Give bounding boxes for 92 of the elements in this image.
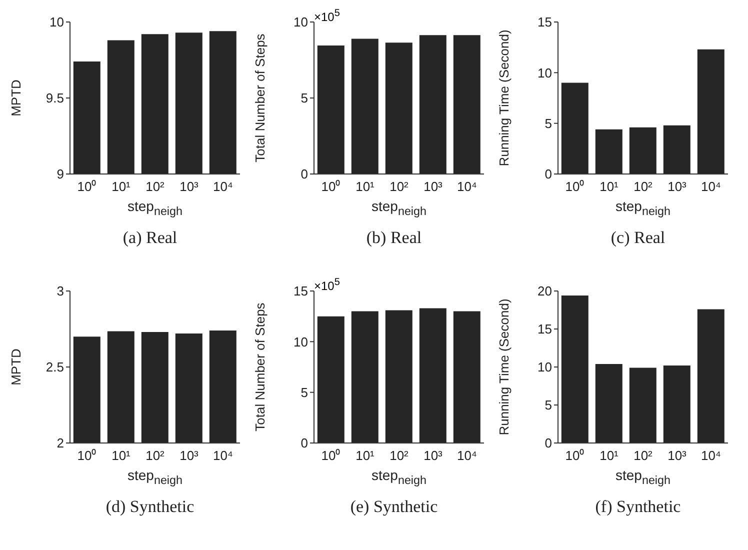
bar — [419, 35, 446, 174]
y-tick-label: 9.5 — [46, 90, 64, 106]
bar — [697, 309, 724, 443]
x-tick-label: 10⁴ — [700, 179, 722, 194]
bar — [385, 310, 412, 443]
annotation: ×10$^{5}$ — [314, 277, 340, 293]
x-tick-label: 10⁴ — [456, 179, 478, 194]
y-tick-label: 9 — [56, 166, 64, 182]
y-axis-title: MPTD — [8, 348, 24, 386]
bar — [629, 127, 656, 174]
x-tick-label: 10² — [146, 448, 166, 464]
x-tick-label: 10³ — [180, 448, 200, 464]
bar — [317, 46, 344, 174]
bar — [663, 365, 690, 443]
text: (e) Synthetic — [349, 496, 439, 517]
x-axis-title: step$_{neigh}$ — [614, 198, 672, 218]
text: (a) Real — [122, 228, 178, 248]
y-tick-label: 15 — [538, 322, 552, 337]
x-tick-label: 10² — [390, 179, 410, 194]
bar — [663, 125, 690, 174]
x-tick-label: 10² — [146, 179, 166, 194]
x-axis-title: step$_{neigh}$ — [614, 467, 672, 487]
bar — [385, 42, 412, 174]
y-axis-title: Running Time (Second) — [496, 30, 512, 166]
bar — [351, 38, 378, 174]
x-tick-label: 10¹ — [356, 179, 376, 194]
y-tick-label: 20 — [538, 284, 552, 299]
y-tick-label: 5 — [300, 384, 308, 400]
y-axis-title: Total Number of Steps — [252, 33, 268, 162]
x-tick-label: 10⁰ — [565, 448, 585, 464]
text: (f) Synthetic — [594, 496, 682, 517]
y-tick-label: 10 — [294, 14, 308, 30]
x-tick-label: 10¹ — [356, 448, 376, 464]
text: (b) Real — [365, 228, 423, 248]
y-tick-label: 5 — [544, 398, 552, 413]
y-tick-label: 0 — [544, 436, 552, 451]
y-tick-label: 0 — [300, 166, 308, 182]
y-tick-label: 15 — [294, 284, 308, 299]
x-tick-label: 10¹ — [112, 448, 132, 464]
y-tick-label: 15 — [538, 14, 552, 30]
y-tick-label: 5 — [544, 116, 552, 131]
x-axis-title: step$_{neigh}$ — [126, 467, 184, 487]
bar — [629, 368, 656, 443]
bar — [419, 308, 446, 443]
bar — [595, 364, 622, 443]
bar — [317, 316, 344, 443]
x-tick-label: 10² — [634, 448, 654, 464]
x-tick-label: 10⁰ — [321, 448, 341, 464]
x-tick-label: 10³ — [180, 179, 200, 194]
x-tick-label: 10² — [390, 448, 410, 464]
x-tick-label: 10⁴ — [700, 448, 722, 464]
y-tick-label: 0 — [544, 166, 552, 182]
y-tick-label: 2.5 — [46, 360, 64, 375]
x-tick-label: 10⁰ — [321, 179, 341, 194]
y-axis-title: Total Number of Steps — [252, 302, 268, 432]
x-tick-label: 10⁰ — [77, 448, 97, 464]
x-axis-title: step$_{neigh}$ — [126, 198, 184, 218]
x-tick-label: 10³ — [424, 448, 444, 464]
x-tick-label: 10⁰ — [77, 179, 97, 194]
x-tick-label: 10⁰ — [565, 179, 585, 194]
bar — [453, 35, 480, 174]
y-tick-label: 3 — [56, 284, 64, 299]
bar — [351, 311, 378, 443]
bar — [453, 311, 480, 443]
bar — [697, 49, 724, 174]
y-axis-title: Running Time (Second) — [496, 298, 512, 436]
y-tick-label: 10 — [50, 14, 64, 30]
y-tick-label: 10 — [538, 360, 552, 375]
x-tick-label: 10³ — [668, 179, 688, 194]
text: (d) Synthetic — [104, 496, 196, 517]
x-tick-label: 10² — [634, 179, 654, 194]
x-axis-title: step$_{neigh}$ — [370, 467, 428, 487]
text: (c) Real — [610, 228, 666, 248]
x-tick-label: 10¹ — [600, 179, 620, 194]
y-tick-label: 5 — [300, 90, 308, 106]
y-axis-title: MPTD — [8, 80, 24, 116]
annotation: ×10$^{5}$ — [314, 8, 340, 24]
bar — [595, 129, 622, 174]
x-axis-title: step$_{neigh}$ — [370, 198, 428, 218]
x-tick-label: 10⁴ — [212, 179, 234, 194]
y-tick-label: 10 — [294, 334, 308, 350]
y-tick-label: 10 — [538, 65, 552, 80]
y-tick-label: 2 — [56, 436, 64, 451]
x-tick-label: 10³ — [424, 179, 444, 194]
x-tick-label: 10³ — [668, 448, 688, 464]
x-tick-label: 10¹ — [600, 448, 620, 464]
x-tick-label: 10⁴ — [212, 448, 234, 464]
bar — [561, 82, 588, 174]
y-tick-label: 0 — [300, 436, 308, 451]
x-tick-label: 10⁴ — [456, 448, 478, 464]
x-tick-label: 10¹ — [112, 179, 132, 194]
bar — [561, 296, 588, 443]
